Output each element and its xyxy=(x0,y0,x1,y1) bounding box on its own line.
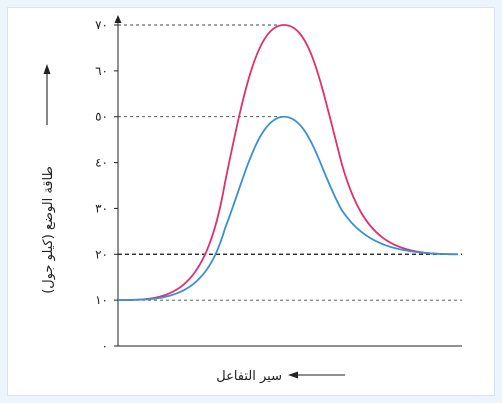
y-tick-label-20: ٢٠ xyxy=(95,247,108,261)
y-tick-label-0: ٠ xyxy=(102,339,108,353)
y-tick-label-10: ١٠ xyxy=(95,293,108,307)
x-axis-title: سير التفاعل xyxy=(216,369,282,384)
series-line-2 xyxy=(117,115,459,302)
y-tick-label-30: ٣٠ xyxy=(95,201,108,215)
y-tick-label-60: ٦٠ xyxy=(95,64,108,78)
y-tick-label-40: ٤٠ xyxy=(95,156,108,170)
x-axis-title-arrow-head xyxy=(288,371,298,379)
series-line-1 xyxy=(117,24,459,302)
y-axis-title-arrow-head xyxy=(43,64,51,74)
y-axis-title: طاقة الوضع (كيلو جول) xyxy=(41,166,56,294)
y-tick-label-50: ٥٠ xyxy=(95,110,108,124)
y-axis-arrow xyxy=(114,15,122,23)
y-tick-label-70: ٧٠ xyxy=(95,18,108,32)
